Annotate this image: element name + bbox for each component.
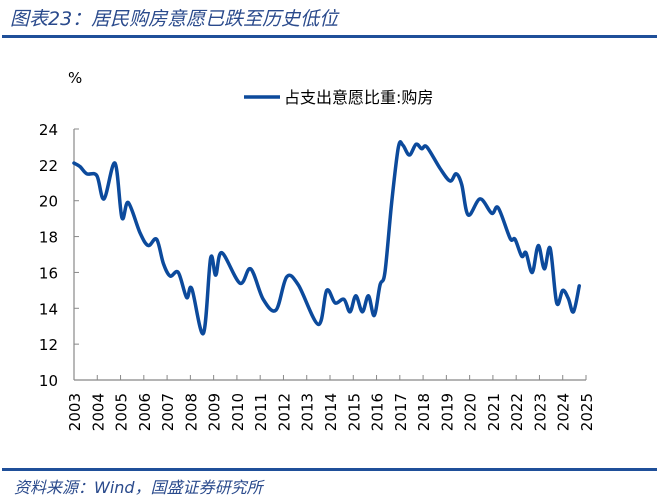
x-tick-label: 2016 xyxy=(369,393,387,431)
series-line xyxy=(72,140,582,336)
x-tick-label: 2021 xyxy=(485,393,503,431)
x-tick-label: 2006 xyxy=(136,393,154,431)
x-tick-label: 2023 xyxy=(531,393,549,431)
source-note: 资料来源：Wind，国盛证券研究所 xyxy=(14,478,263,497)
x-tick-label: 2008 xyxy=(182,393,200,431)
y-tick-label: 12 xyxy=(39,336,58,354)
x-tick-label: 2015 xyxy=(345,393,363,431)
x-tick-label: 2017 xyxy=(392,393,410,431)
x-tick-label: 2014 xyxy=(322,393,340,431)
x-tick-label: 2010 xyxy=(229,393,247,431)
top-rule xyxy=(2,35,657,38)
y-tick-label: 18 xyxy=(39,229,58,247)
x-tick-label: 2018 xyxy=(415,393,433,431)
x-tick-label: 2012 xyxy=(275,393,293,431)
y-tick-label: 14 xyxy=(39,300,58,318)
x-tick-label: 2025 xyxy=(578,393,596,431)
figure-title: 图表23：居民购房意愿已跌至历史低位 xyxy=(10,8,339,30)
legend-label: 占支出意愿比重:购房 xyxy=(284,88,433,107)
x-tick-label: 2020 xyxy=(462,393,480,431)
y-tick-label: 20 xyxy=(39,193,58,211)
x-tick-label: 2013 xyxy=(299,393,317,431)
y-tick-label: 16 xyxy=(39,264,58,282)
x-tick-label: 2003 xyxy=(66,393,84,431)
x-tick-label: 2009 xyxy=(206,393,224,431)
bottom-rule xyxy=(2,468,657,471)
y-tick-label: 24 xyxy=(39,121,58,139)
x-tick-label: 2024 xyxy=(555,393,573,431)
y-axis-unit: % xyxy=(68,69,82,87)
legend: 占支出意愿比重:购房 xyxy=(244,88,433,107)
x-tick-label: 2011 xyxy=(252,393,270,431)
x-tick-label: 2019 xyxy=(438,393,456,431)
x-tick-label: 2004 xyxy=(89,393,107,431)
y-tick-label: 22 xyxy=(39,157,58,175)
x-tick-label: 2022 xyxy=(508,393,526,431)
x-tick-label: 2005 xyxy=(113,393,131,431)
y-tick-label: 10 xyxy=(39,372,58,390)
x-tick-label: 2007 xyxy=(159,393,177,431)
